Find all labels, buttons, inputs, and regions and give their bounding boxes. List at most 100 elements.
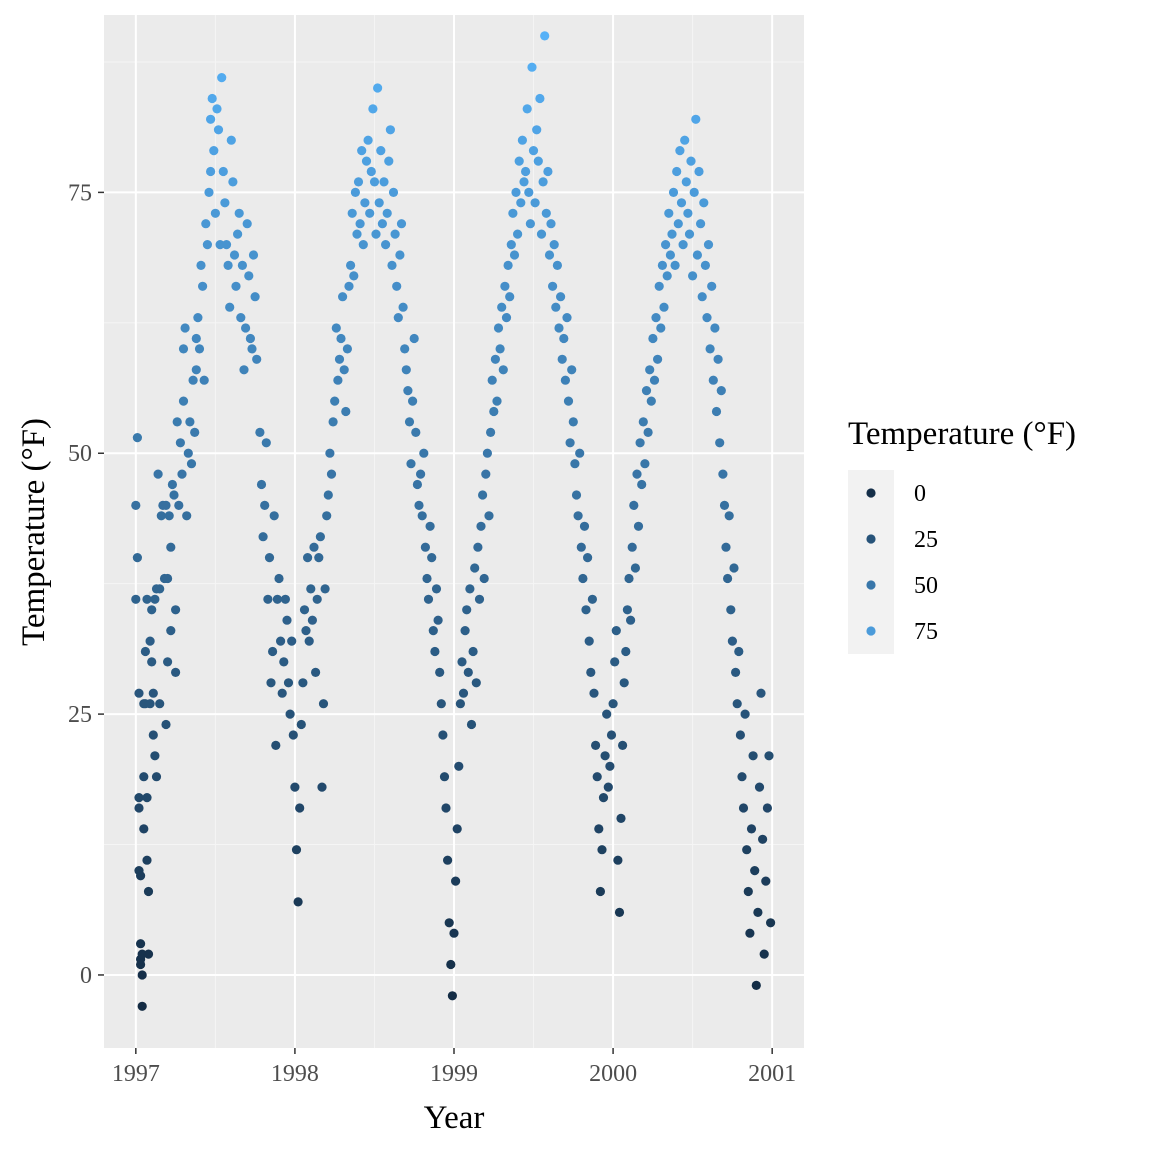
legend-key-point [866, 626, 876, 636]
data-point [241, 323, 251, 333]
data-point [532, 125, 542, 135]
data-point [202, 240, 212, 250]
data-point [255, 427, 265, 437]
data-point [449, 928, 459, 938]
data-point [357, 146, 367, 156]
data-point [323, 490, 333, 500]
data-point [740, 709, 750, 719]
data-point [719, 500, 730, 510]
legend-key-point [866, 534, 876, 544]
data-point [268, 646, 278, 657]
data-point [283, 678, 294, 688]
data-point [161, 719, 171, 730]
data-point [560, 375, 571, 385]
data-point [318, 699, 329, 709]
data-point [301, 626, 311, 636]
data-point [423, 594, 434, 604]
data-point [401, 365, 411, 375]
data-point [672, 166, 682, 177]
data-point [233, 229, 243, 239]
data-point [694, 166, 704, 177]
data-point [306, 584, 316, 594]
data-point [220, 198, 230, 208]
data-point [134, 793, 144, 803]
data-point [637, 479, 647, 490]
data-point [223, 260, 233, 270]
data-point [180, 323, 190, 333]
data-point [406, 459, 416, 469]
data-point [737, 772, 747, 782]
data-point [497, 302, 507, 312]
data-point [139, 824, 149, 834]
data-point [188, 375, 198, 385]
data-point [600, 751, 610, 761]
data-point [191, 365, 201, 375]
data-point [234, 208, 244, 218]
data-point [280, 594, 290, 604]
data-point [756, 688, 766, 698]
data-point [131, 594, 141, 604]
data-point [661, 240, 671, 250]
data-point [732, 699, 742, 709]
y-axis-title: Temperature (°F) [16, 418, 52, 646]
data-point [746, 824, 757, 834]
data-point [213, 125, 224, 135]
data-point [568, 417, 578, 427]
data-point [291, 845, 302, 855]
data-point [422, 573, 432, 584]
data-point [481, 469, 491, 479]
data-point [347, 208, 357, 218]
data-point [444, 918, 454, 928]
legend-label: 25 [914, 527, 938, 553]
data-point [626, 615, 636, 625]
data-point [699, 198, 709, 208]
data-point [148, 688, 158, 698]
data-point [296, 719, 306, 730]
data-point [336, 333, 346, 344]
data-point [575, 448, 585, 458]
data-point [727, 636, 738, 646]
x-tick-label: 2000 [589, 1061, 637, 1087]
data-point [662, 271, 672, 281]
data-point [134, 803, 144, 813]
data-point [489, 406, 499, 417]
y-tick-label: 75 [68, 180, 92, 206]
data-point [387, 260, 397, 270]
data-point [263, 594, 273, 604]
data-point [653, 354, 663, 364]
data-point [691, 114, 701, 124]
data-point [350, 187, 360, 197]
data-point [468, 646, 478, 657]
data-point [748, 751, 758, 761]
data-point [463, 667, 473, 678]
data-point [557, 354, 567, 364]
data-point [700, 260, 711, 270]
data-point [431, 584, 442, 594]
data-point [433, 615, 443, 625]
data-point [707, 281, 717, 291]
data-point [398, 302, 408, 312]
data-point [425, 521, 435, 531]
data-point [226, 135, 236, 145]
data-point [573, 511, 583, 521]
data-point [279, 657, 289, 667]
data-point [363, 135, 373, 145]
data-point [715, 438, 725, 448]
data-point [474, 594, 485, 604]
data-point [581, 605, 591, 615]
y-tick-label: 50 [68, 441, 92, 467]
data-point [592, 772, 602, 782]
data-point [478, 490, 488, 500]
data-point [527, 62, 537, 72]
data-point [446, 959, 456, 970]
data-point [665, 250, 676, 260]
data-point [548, 281, 558, 291]
data-point [441, 803, 451, 813]
data-point [624, 573, 634, 584]
data-point [546, 219, 556, 229]
data-point [244, 271, 254, 281]
data-point [664, 208, 674, 218]
data-point [540, 31, 550, 41]
x-tick-label: 2001 [748, 1061, 796, 1087]
data-point [155, 699, 165, 709]
